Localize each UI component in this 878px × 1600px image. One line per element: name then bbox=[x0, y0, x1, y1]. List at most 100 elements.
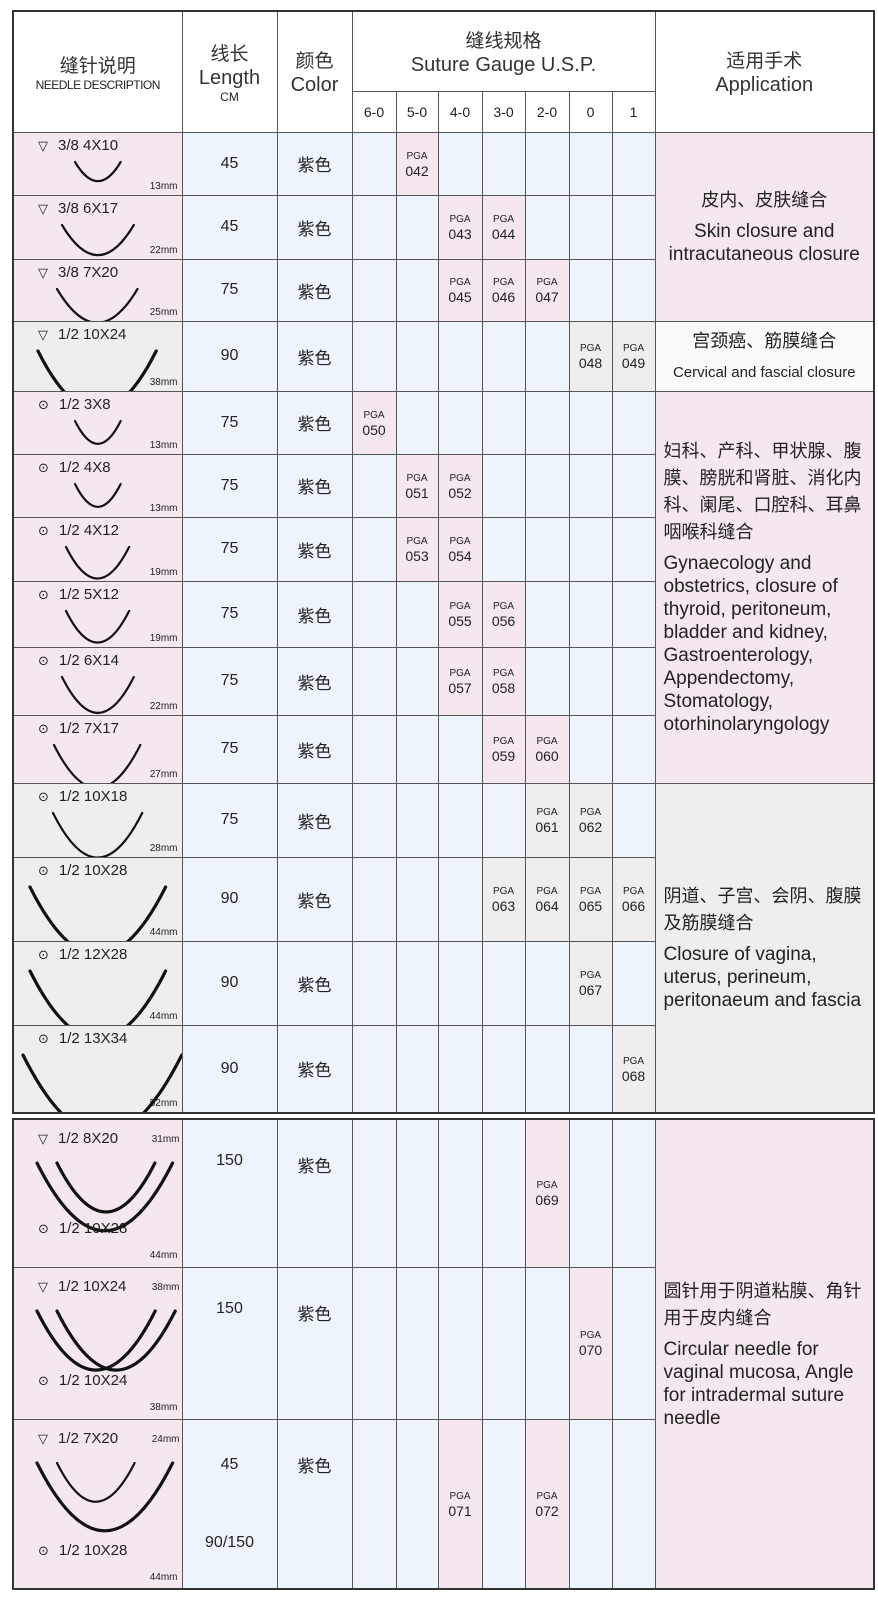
table-row: ⊙ 1/2 5X12 19mm 75 紫色 PGA 055 PGA 056 bbox=[12, 580, 874, 648]
needle-description-cell: ⊙ 1/2 7X17 27mm bbox=[12, 714, 183, 784]
gauge-cell-3-0 bbox=[481, 1266, 526, 1420]
gauge-cell-4-0: PGA 043 bbox=[437, 194, 483, 260]
gauge-cell-0: PGA 070 bbox=[568, 1266, 613, 1420]
needle-spec: ⊙ 1/2 4X8 bbox=[38, 459, 111, 476]
gauge-cell-4-0: PGA 045 bbox=[437, 258, 483, 322]
gauge-cell-5-0 bbox=[395, 580, 439, 648]
application-cell: 圆针用于阴道粘膜、角针用于皮内缝合 Circular needle for vag… bbox=[654, 1118, 875, 1590]
gauge-cell-0: PGA 065 bbox=[568, 856, 613, 942]
needle-spec: ▽ 3/8 6X17 bbox=[38, 200, 118, 217]
needle-spec: ⊙ 1/2 10X28 bbox=[38, 862, 127, 879]
color-cell: 紫色 bbox=[276, 1418, 353, 1590]
product-code: 051 bbox=[405, 484, 429, 501]
gauge-cell-2-0: PGA 069 bbox=[524, 1118, 570, 1268]
code-prefix: PGA bbox=[449, 536, 471, 547]
gauge-cell-0: PGA 067 bbox=[568, 940, 613, 1026]
thread-length-cell: 150 bbox=[181, 1266, 278, 1420]
gauge-cell-1 bbox=[611, 390, 656, 455]
gauge-cell-2-0 bbox=[524, 646, 570, 716]
gauge-cell-6-0 bbox=[351, 1266, 397, 1420]
gauge-cell-1 bbox=[611, 646, 656, 716]
application-zh: 宫颈癌、筋膜缝合 bbox=[692, 331, 837, 351]
code-prefix: PGA bbox=[449, 668, 471, 679]
code-prefix: PGA bbox=[406, 536, 428, 547]
gauge-cell-3-0 bbox=[481, 131, 526, 196]
table-row: ▽ 3/8 7X20 25mm 75 紫色 PGA 045 PGA 046 PGA 047 bbox=[12, 258, 874, 322]
thread-length: 90 bbox=[220, 1059, 239, 1077]
needle-description-cell: ▽ 1/2 8X20 31mm ⊙ 1/2 10X28 44mm bbox=[12, 1118, 183, 1268]
header-app-en: Application bbox=[715, 74, 814, 97]
gauge-cell-1 bbox=[611, 258, 656, 322]
gauge-cell-3-0 bbox=[481, 320, 526, 392]
header-length-unit: CM bbox=[220, 90, 239, 105]
application-en: Closure of vagina, uterus, perineum, per… bbox=[663, 944, 862, 1012]
gauge-cell-0 bbox=[568, 1418, 613, 1590]
color-cell: 紫色 bbox=[276, 131, 353, 196]
header-gauge-zh: 缝线规格 bbox=[465, 30, 542, 52]
gauge-header-0: 0 bbox=[568, 90, 613, 133]
gauge-cell-5-0 bbox=[395, 1024, 439, 1114]
gauge-cell-1 bbox=[611, 580, 656, 648]
gauge-cell-1 bbox=[611, 940, 656, 1026]
gauge-header-5-0: 5-0 bbox=[395, 90, 439, 133]
gauge-cell-4-0 bbox=[437, 1024, 483, 1114]
gauge-cell-1 bbox=[611, 516, 656, 582]
thread-length: 75 bbox=[220, 476, 239, 494]
needle-length-mm: 31mm bbox=[151, 1134, 180, 1145]
gauge-cell-2-0 bbox=[524, 580, 570, 648]
gauge-cell-5-0 bbox=[395, 258, 439, 322]
gauge-cell-6-0 bbox=[351, 714, 397, 784]
needle-length-mm: 27mm bbox=[149, 768, 178, 780]
gauge-cell-6-0 bbox=[351, 131, 397, 196]
gauge-cell-1 bbox=[611, 194, 656, 260]
triangle-point-icon: ▽ bbox=[38, 200, 48, 216]
needle-spec: ▽ 3/8 7X20 bbox=[38, 264, 118, 281]
table-row: ▽ 1/2 10X24 38mm ⊙ 1/2 10X24 38mm 150 紫色 PGA 070 bbox=[12, 1266, 874, 1420]
thread-length: 75 bbox=[220, 413, 239, 431]
circle-point-icon: ⊙ bbox=[38, 586, 49, 602]
gauge-cell-5-0: PGA 051 bbox=[395, 453, 439, 518]
needle-spec: ⊙ 1/2 10X24 bbox=[38, 1372, 127, 1389]
needle-curve-icon bbox=[73, 482, 122, 508]
code-prefix: PGA bbox=[536, 277, 558, 288]
code-prefix: PGA bbox=[406, 150, 428, 162]
color-cell: 紫色 bbox=[276, 516, 353, 582]
needle-length-mm: 13mm bbox=[149, 502, 178, 514]
color-cell: 紫色 bbox=[276, 856, 353, 942]
needle-spec-text: 1/2 12X28 bbox=[58, 945, 128, 963]
thread-length-cell: 90 bbox=[181, 940, 278, 1026]
gauge-cell-0 bbox=[568, 580, 613, 648]
needle-spec: ⊙ 1/2 3X8 bbox=[38, 396, 111, 413]
circle-point-icon: ⊙ bbox=[38, 862, 49, 878]
needle-curve-icon bbox=[35, 1161, 175, 1233]
thread-length: 90 bbox=[220, 890, 239, 907]
thread-length-cell: 75 bbox=[181, 580, 278, 648]
gauge-cell-5-0 bbox=[395, 1118, 439, 1268]
gauge-cell-1: PGA 066 bbox=[611, 856, 656, 942]
gauge-cell-0: PGA 048 bbox=[568, 320, 613, 392]
code-prefix: PGA bbox=[536, 736, 558, 747]
needle-description-cell: ⊙ 1/2 3X8 13mm bbox=[12, 390, 183, 455]
code-prefix: PGA bbox=[579, 343, 602, 354]
thread-length-cell: 45 bbox=[181, 194, 278, 260]
table-row: ▽ 3/8 6X17 22mm 45 紫色 PGA 043 PGA 044 bbox=[12, 194, 874, 260]
circle-point-icon: ⊙ bbox=[38, 652, 49, 668]
product-code: 047 bbox=[535, 289, 559, 305]
application-zh: 圆针用于阴道粘膜、角针用于皮内缝合 bbox=[663, 1281, 862, 1328]
needle-curve-icon bbox=[55, 1161, 157, 1214]
table-row: ⊙ 1/2 3X8 13mm 75 紫色 PGA 050 妇科、产科、甲状腺、腹膜、膀胱和肾脏… bbox=[12, 390, 875, 784]
gauge-cell-6-0 bbox=[351, 940, 397, 1026]
color-cell: 紫色 bbox=[276, 453, 353, 518]
gauge-cell-2-0: PGA 064 bbox=[524, 856, 570, 942]
header-color-zh: 颜色 bbox=[295, 51, 334, 73]
gauge-cell-2-0 bbox=[524, 453, 570, 518]
gauge-cell-0 bbox=[568, 390, 613, 455]
application-zh: 皮内、皮肤缝合 bbox=[701, 190, 828, 210]
gauge-cell-6-0 bbox=[351, 1024, 397, 1114]
needle-curve-icon bbox=[55, 1308, 177, 1371]
color-cell: 紫色 bbox=[276, 1024, 353, 1114]
product-code: 060 bbox=[535, 748, 559, 764]
gauge-cell-2-0 bbox=[524, 194, 570, 260]
needle-spec-text: 3/8 4X10 bbox=[58, 136, 119, 154]
gauge-cell-2-0: PGA 072 bbox=[524, 1418, 570, 1590]
